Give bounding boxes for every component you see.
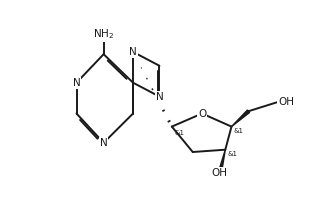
Text: N: N	[129, 47, 137, 57]
Polygon shape	[231, 110, 250, 127]
Text: N: N	[100, 138, 108, 148]
Text: &1: &1	[175, 130, 185, 136]
Text: O: O	[198, 109, 206, 119]
Text: OH: OH	[278, 97, 294, 107]
Text: N: N	[156, 92, 163, 102]
Text: OH: OH	[212, 168, 228, 178]
Text: &1: &1	[228, 151, 238, 157]
Text: N: N	[73, 78, 80, 88]
Text: &1: &1	[234, 128, 244, 134]
Polygon shape	[218, 150, 225, 173]
Text: NH$_2$: NH$_2$	[93, 27, 114, 41]
